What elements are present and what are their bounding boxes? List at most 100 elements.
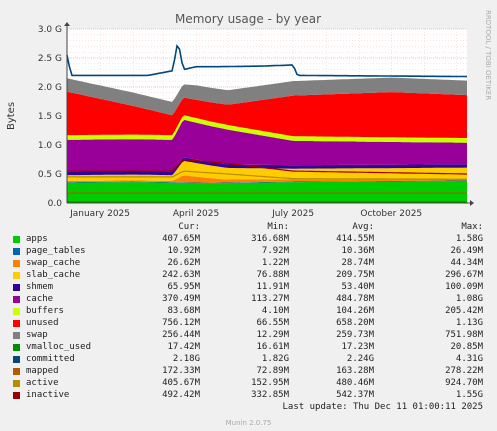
y-tick-label: 2.5 G [38, 54, 62, 64]
legend-row: committed 2.18G 1.82G 2.24G 4.31G [0, 353, 497, 365]
legend-row: shmem 65.95M 11.91M 53.40M 100.09M [0, 281, 497, 293]
y-axis-label: Bytes [6, 102, 17, 130]
legend-row: swap_cache 26.62M 1.22M 28.74M 44.34M [0, 257, 497, 269]
legend-cur-value: 10.92M [167, 246, 200, 256]
legend-min-value: 4.10M [261, 306, 289, 316]
legend-row: vmalloc_used 17.42M 16.61M 17.23M 20.85M [0, 341, 497, 353]
legend-header-avg: Avg: [352, 222, 374, 232]
legend-cur-value: 256.44M [162, 330, 200, 340]
legend-max-value: 924.70M [445, 378, 483, 388]
legend-swatch [13, 272, 20, 279]
legend-cur-value: 83.68M [167, 306, 200, 316]
legend-max-value: 20.85M [450, 342, 483, 352]
legend-min-value: 16.61M [256, 342, 289, 352]
legend-row: active 405.67M 152.95M 480.46M 924.70M [0, 377, 497, 389]
legend-series-name: active [26, 378, 59, 388]
legend-cur-value: 26.62M [167, 258, 200, 268]
legend-max-value: 26.49M [450, 246, 483, 256]
legend-series-name: buffers [26, 306, 64, 316]
series-area-unused [67, 91, 467, 138]
legend-avg-value: 28.74M [341, 258, 374, 268]
series-line-inactive [67, 158, 467, 175]
legend-avg-value: 209.75M [336, 270, 374, 280]
legend-header-min: Min: [267, 222, 289, 232]
legend-row: mapped 172.33M 72.89M 163.28M 278.22M [0, 365, 497, 377]
legend-max-value: 4.31G [455, 354, 483, 364]
legend-row: buffers 83.68M 4.10M 104.26M 205.42M [0, 305, 497, 317]
legend-min-value: 7.92M [261, 246, 289, 256]
legend-avg-value: 17.23M [341, 342, 374, 352]
legend-min-value: 332.85M [251, 390, 289, 400]
legend-min-value: 113.27M [251, 294, 289, 304]
legend-row: inactive 492.42M 332.85M 542.37M 1.55G [0, 389, 497, 401]
legend-swatch [13, 368, 20, 375]
legend-swatch [13, 284, 20, 291]
series-area-slab_cache [67, 161, 467, 181]
series-line-active [67, 170, 467, 180]
legend-cur-value: 405.67M [162, 378, 200, 388]
legend-swatch [13, 344, 20, 351]
y-axis-arrow [64, 22, 70, 26]
legend-max-value: 44.34M [450, 258, 483, 268]
legend-series-name: unused [26, 318, 59, 328]
legend-series-name: shmem [26, 282, 54, 292]
legend-series-name: slab_cache [26, 270, 81, 280]
series-area-buffers [67, 115, 467, 143]
legend-cur-value: 172.33M [162, 366, 200, 376]
chart-title: Memory usage - by year [175, 12, 321, 26]
legend-cur-value: 370.49M [162, 294, 200, 304]
legend-avg-value: 53.40M [341, 282, 374, 292]
legend-cur-value: 17.42M [167, 342, 200, 352]
legend-row: unused 756.12M 66.55M 658.20M 1.13G [0, 317, 497, 329]
legend-cur-value: 492.42M [162, 390, 200, 400]
series-area-swap [67, 77, 467, 116]
legend-swatch [13, 260, 20, 267]
legend-swatch [13, 320, 20, 327]
legend-swatch [13, 380, 20, 387]
rrdtool-credit: RRDTOOL / TOBI OETIKER [484, 10, 492, 100]
legend-min-value: 72.89M [256, 366, 289, 376]
legend-max-value: 1.13G [455, 318, 483, 328]
legend-avg-value: 658.20M [336, 318, 374, 328]
legend-row: cache 370.49M 113.27M 484.78M 1.08G [0, 293, 497, 305]
series-area-cache [67, 119, 467, 172]
y-tick-label: 1.0 G [38, 141, 62, 151]
legend-series-name: swap [26, 330, 48, 340]
legend-swatch [13, 248, 20, 255]
legend-avg-value: 163.28M [336, 366, 374, 376]
legend-series-name: swap_cache [26, 258, 81, 268]
legend-row: page_tables 10.92M 7.92M 10.36M 26.49M [0, 245, 497, 257]
legend-avg-value: 414.55M [336, 234, 374, 244]
legend-min-value: 1.82G [261, 354, 289, 364]
x-axis-arrow [470, 200, 474, 206]
legend-avg-value: 259.73M [336, 330, 374, 340]
last-update: Last update: Thu Dec 11 01:00:11 2025 [282, 402, 483, 412]
legend-max-value: 100.09M [445, 282, 483, 292]
legend-header: Cur: Min: Avg: Max: [0, 221, 497, 233]
series-lines [66, 43, 468, 203]
legend-min-value: 66.55M [256, 318, 289, 328]
legend-header-cur: Cur: [178, 222, 200, 232]
legend-max-value: 278.22M [445, 366, 483, 376]
legend-series-name: inactive [26, 390, 70, 400]
legend-swatch [13, 392, 20, 399]
legend-swatch [13, 356, 20, 363]
y-tick-label: 0.5 G [38, 170, 62, 180]
legend-max-value: 751.98M [445, 330, 483, 340]
legend-cur-value: 242.63M [162, 270, 200, 280]
legend-min-value: 76.88M [256, 270, 289, 280]
legend-avg-value: 104.26M [336, 306, 374, 316]
legend-max-value: 1.58G [455, 234, 483, 244]
y-tick-label: 3.0 G [38, 25, 62, 35]
legend-header-max: Max: [461, 222, 483, 232]
series-area-apps [67, 181, 467, 203]
legend-series-name: vmalloc_used [26, 342, 92, 352]
series-area-shmem [67, 157, 467, 176]
legend-swatch [13, 332, 20, 339]
legend-swatch [13, 236, 20, 243]
legend-avg-value: 10.36M [341, 246, 374, 256]
x-tick-labels: January 2025 April 2025 July 2025 October 2… [69, 209, 422, 219]
legend-series-name: apps [26, 234, 48, 244]
memory-chart: Memory usage - by year Bytes RRDTOOL / T… [6, 10, 492, 219]
